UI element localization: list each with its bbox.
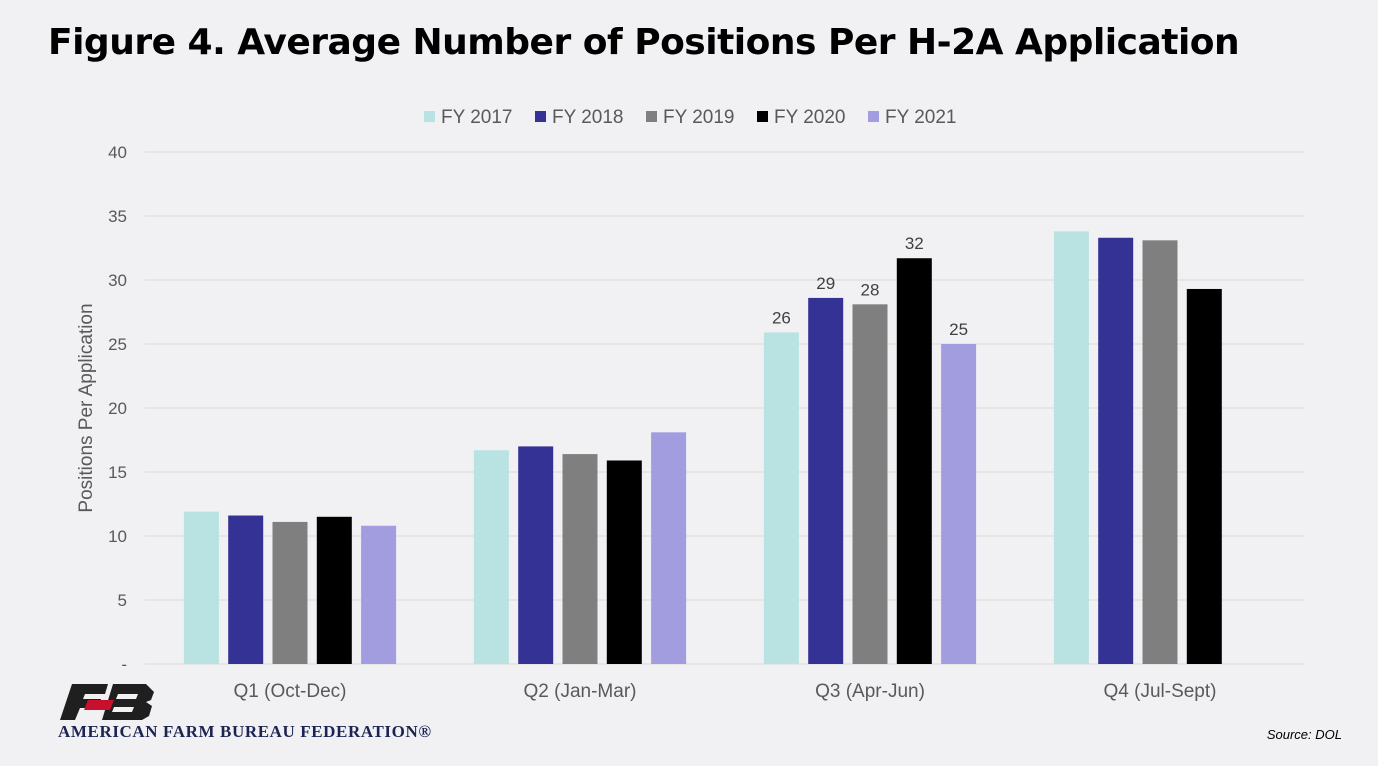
x-category-label: Q4 (Jul-Sept) bbox=[1104, 681, 1217, 702]
bar bbox=[1098, 237, 1134, 664]
legend-label: FY 2017 bbox=[441, 107, 512, 128]
bar bbox=[518, 446, 554, 664]
bar bbox=[473, 450, 509, 664]
bar bbox=[852, 304, 888, 664]
legend-label: FY 2018 bbox=[552, 107, 623, 128]
bar bbox=[361, 525, 397, 664]
y-tick-label: 25 bbox=[108, 335, 127, 354]
y-axis-ticks: - 5 10 15 20 25 30 35 40 bbox=[108, 143, 127, 674]
y-axis-label: Positions Per Application bbox=[76, 303, 97, 512]
y-tick-label: 30 bbox=[108, 271, 127, 290]
y-tick-label: 15 bbox=[108, 463, 127, 482]
x-category-label: Q2 (Jan-Mar) bbox=[524, 681, 637, 702]
bar bbox=[606, 460, 642, 664]
y-tick-label: 10 bbox=[108, 527, 127, 546]
legend-label: FY 2021 bbox=[885, 107, 956, 128]
legend-swatch bbox=[868, 111, 879, 122]
y-tick-label: 5 bbox=[118, 591, 127, 610]
bar bbox=[272, 521, 308, 664]
data-label: 32 bbox=[905, 234, 924, 253]
legend-swatch bbox=[757, 111, 768, 122]
bar bbox=[651, 432, 687, 664]
bar bbox=[941, 344, 977, 664]
afbf-logo-icon bbox=[58, 682, 158, 727]
legend: FY 2017 FY 2018 FY 2019 FY 2020 FY 2021 bbox=[424, 107, 956, 128]
bar bbox=[808, 297, 844, 664]
bar bbox=[896, 258, 932, 664]
bar bbox=[1186, 288, 1222, 664]
legend-swatch bbox=[424, 111, 435, 122]
y-tick-label: 40 bbox=[108, 143, 127, 162]
bar bbox=[1053, 231, 1089, 665]
bar bbox=[183, 511, 219, 664]
data-label: 25 bbox=[949, 320, 968, 339]
legend-label: FY 2020 bbox=[774, 107, 845, 128]
bar bbox=[228, 515, 264, 664]
organization-name: AMERICAN FARM BUREAU FEDERATION® bbox=[58, 722, 432, 741]
bars bbox=[183, 231, 1222, 665]
x-category-label: Q3 (Apr-Jun) bbox=[815, 681, 925, 702]
y-tick-label: 35 bbox=[108, 207, 127, 226]
legend-swatch bbox=[535, 111, 546, 122]
data-label: 28 bbox=[861, 280, 880, 299]
x-axis-categories: Q1 (Oct-Dec) Q2 (Jan-Mar) Q3 (Apr-Jun) Q4 (… bbox=[234, 681, 1217, 702]
chart-title: Figure 4. Average Number of Positions Pe… bbox=[48, 22, 1240, 63]
bar bbox=[316, 516, 352, 664]
data-labels: 26 29 28 32 25 bbox=[772, 234, 968, 339]
y-tick-label: - bbox=[121, 655, 127, 674]
x-category-label: Q1 (Oct-Dec) bbox=[234, 681, 347, 702]
bar bbox=[1142, 240, 1178, 664]
legend-label: FY 2019 bbox=[663, 107, 734, 128]
source-note: Source: DOL bbox=[1266, 727, 1342, 742]
data-label: 29 bbox=[816, 274, 835, 293]
legend-swatch bbox=[646, 111, 657, 122]
bar bbox=[763, 332, 799, 664]
y-tick-label: 20 bbox=[108, 399, 127, 418]
bar bbox=[562, 454, 598, 664]
data-label: 26 bbox=[772, 308, 791, 327]
